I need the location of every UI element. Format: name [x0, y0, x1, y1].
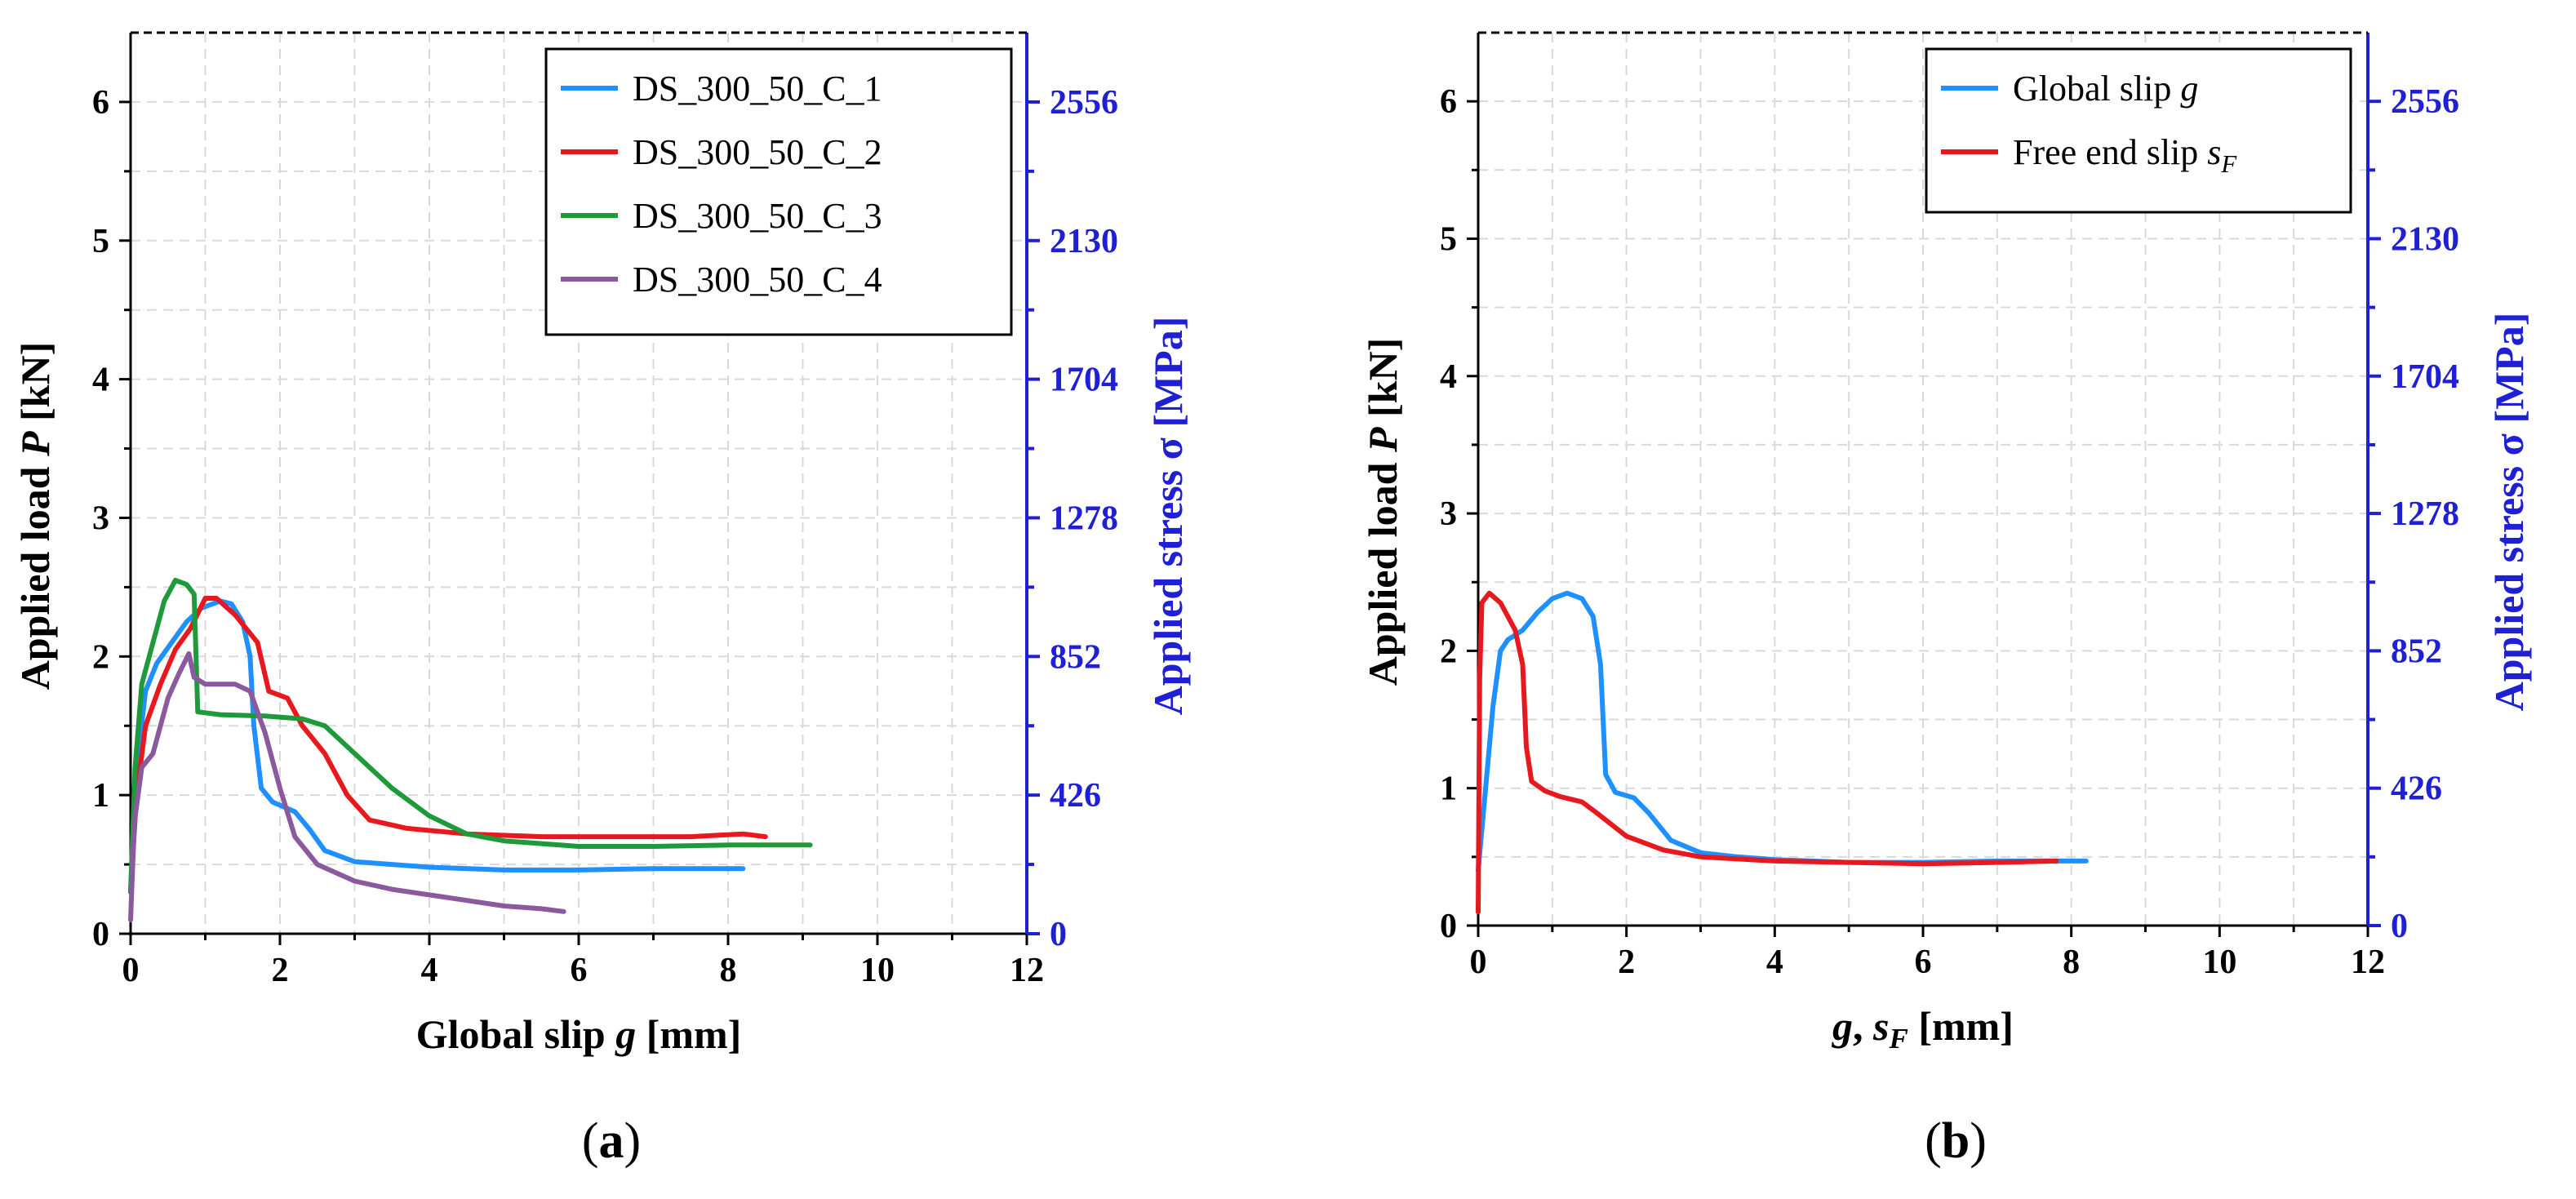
y-tick-label: 1 [1440, 770, 1457, 808]
y-right-tick-label: 2556 [2391, 83, 2459, 121]
y-tick-label: 1 [92, 777, 109, 815]
y-right-tick-label: 2556 [1050, 84, 1118, 122]
y-tick-label: 5 [1440, 220, 1457, 258]
y-tick-label: 0 [1440, 908, 1457, 945]
y-right-tick-label: 0 [2391, 908, 2408, 945]
y-tick-label: 6 [1440, 83, 1457, 121]
x-tick-label: 8 [2063, 944, 2080, 981]
y-tick-label: 3 [92, 500, 109, 537]
y-tick-label: 6 [92, 84, 109, 122]
legend-label: Global slip g [2013, 69, 2198, 109]
legend-label: Free end slip sF [2013, 132, 2237, 178]
x-tick-label: 6 [1915, 944, 1932, 981]
y-tick-label: 2 [1440, 633, 1457, 670]
legend-label: DS_300_50_C_1 [633, 69, 882, 109]
y-tick-label: 4 [92, 362, 109, 399]
series-line-3 [128, 577, 813, 895]
y-tick-label: 3 [1440, 495, 1457, 533]
series-line-4 [128, 651, 566, 922]
x-tick-label: 2 [272, 952, 289, 989]
x-tick-label: 0 [122, 952, 140, 989]
y-right-tick-label: 426 [1050, 777, 1101, 815]
series-line-1 [1476, 590, 2089, 873]
y-axis-title: Applied load P [kN] [12, 342, 58, 690]
x-tick-label: 12 [1010, 952, 1044, 989]
y-right-tick-label: 2130 [1050, 223, 1118, 260]
panel-label: (b) [1925, 1113, 1987, 1169]
x-tick-label: 10 [860, 952, 895, 989]
legend-label: DS_300_50_C_4 [633, 260, 882, 300]
series-line-2 [1476, 590, 2059, 915]
x-tick-label: 6 [571, 952, 588, 989]
series-line-2 [128, 596, 768, 895]
x-tick-label: 8 [720, 952, 737, 989]
x-tick-label: 2 [1618, 944, 1635, 981]
y-right-tick-label: 1704 [1050, 362, 1118, 399]
y-tick-label: 5 [92, 223, 109, 260]
y-right-tick-label: 1278 [1050, 500, 1118, 537]
y-tick-label: 2 [92, 638, 109, 676]
x-tick-label: 12 [2351, 944, 2385, 981]
x-tick-label: 0 [1470, 944, 1487, 981]
y-right-tick-label: 426 [2391, 770, 2442, 808]
y-right-tick-label: 0 [1050, 916, 1067, 953]
y-right-tick-label: 852 [1050, 638, 1101, 676]
legend-box [1925, 47, 2352, 214]
legend-label: DS_300_50_C_3 [633, 196, 882, 236]
y-tick-label: 4 [1440, 358, 1457, 396]
y-right-axis-title: Applied stress σ [MPa] [1145, 317, 1191, 716]
y-right-axis-title: Applied stress σ [MPa] [2486, 313, 2532, 712]
x-tick-label: 4 [1766, 944, 1783, 981]
x-axis-title: Global slip g [mm] [416, 1011, 742, 1057]
y-right-tick-label: 2130 [2391, 220, 2459, 258]
y-axis-title: Applied load P [kN] [1360, 338, 1406, 686]
y-right-tick-label: 1278 [2391, 495, 2459, 533]
x-axis-title: g, sF [mm] [1832, 1003, 2014, 1055]
legend-box [544, 47, 1013, 336]
series-line-1 [128, 598, 746, 895]
x-tick-label: 10 [2202, 944, 2236, 981]
y-right-tick-label: 852 [2391, 633, 2442, 670]
panel-label: (a) [582, 1113, 641, 1169]
legend-label: DS_300_50_C_2 [633, 132, 882, 172]
y-right-tick-label: 1704 [2391, 358, 2459, 396]
panel-a-chart: 0 2 4 6 8 10 12012345604268521278170421302556D… [12, 31, 1191, 1169]
y-tick-label: 0 [92, 916, 109, 953]
x-tick-label: 4 [421, 952, 438, 989]
panel-b-chart: 0 2 4 6 8 10 12012345604268521278170421302556G… [1360, 31, 2532, 1169]
